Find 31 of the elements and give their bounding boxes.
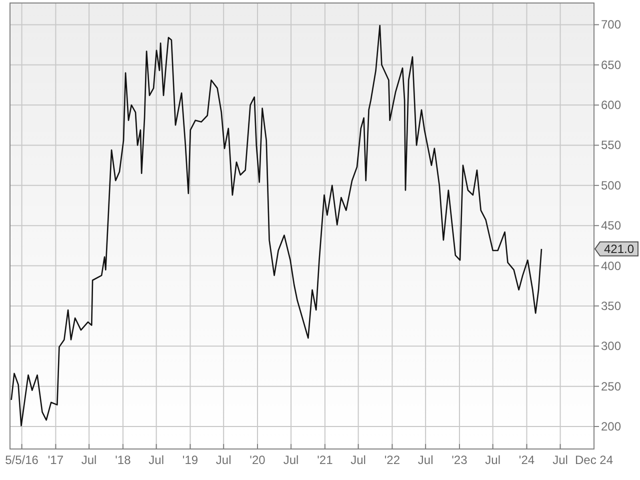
x-tick-label: '22 — [384, 453, 400, 467]
x-tick-label: Jul — [485, 453, 500, 467]
x-tick-label: '24 — [518, 453, 535, 467]
x-tick-label: Jul — [552, 453, 568, 467]
y-tick-label: 650 — [601, 58, 622, 72]
y-tick-label: 450 — [601, 218, 622, 233]
y-tick-label: 500 — [601, 178, 622, 192]
y-tick-label: 600 — [601, 98, 622, 112]
y-tick-label: 300 — [601, 339, 622, 354]
x-tick-label: '17 — [48, 453, 64, 467]
y-tick-label: 200 — [601, 420, 622, 434]
x-tick-label: '21 — [317, 453, 334, 467]
x-tick-label: Jul — [148, 453, 164, 467]
x-tick-label: Jul — [216, 453, 232, 467]
x-tick-label: Jul — [283, 453, 299, 467]
line-series — [10, 24, 542, 426]
x-tick-label: Dec 24 — [574, 453, 614, 467]
x-tick-label: '19 — [182, 453, 198, 467]
x-tick-label: '23 — [452, 453, 468, 467]
y-tick-label: 250 — [601, 379, 622, 394]
y-tick-label: 400 — [601, 258, 622, 273]
x-tick-label: Jul — [81, 453, 97, 467]
y-tick-label: 350 — [601, 298, 622, 313]
x-tick-label: Jul — [350, 453, 366, 467]
text: 421.0 — [604, 242, 634, 256]
x-tick-label: Jul — [418, 453, 434, 467]
x-tick-label: '18 — [115, 453, 132, 467]
x-tick-label: '20 — [250, 453, 266, 467]
y-tick-label: 550 — [601, 138, 622, 152]
y-tick-label: 700 — [601, 18, 622, 32]
x-tick-label: 5/5/16 — [5, 453, 39, 467]
